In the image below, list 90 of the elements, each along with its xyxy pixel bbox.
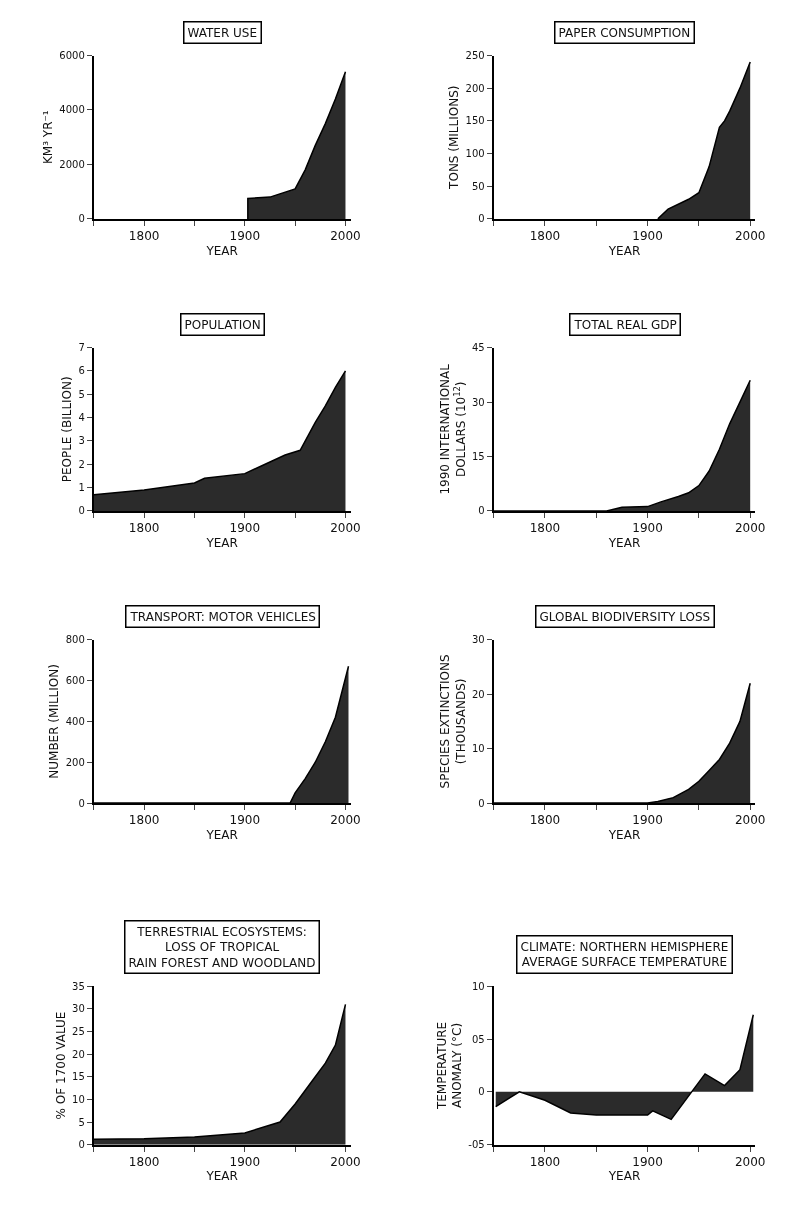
y-axis-title: % OF 1700 VALUE [53,1011,68,1120]
y-tick-label: 45 [471,342,485,354]
chart-title: PAPER CONSUMPTION [558,25,691,40]
chart-title: GLOBAL BIODIVERSITY LOSS [539,609,711,624]
y-tick-label: 30 [471,396,485,408]
y-tick-label: 400 [65,715,85,727]
y-tick-label: 20 [72,1048,85,1060]
y-tick-label: 4 [78,412,85,424]
x-tick-label: 2000 [734,229,766,244]
y-tick-label: 0 [478,505,485,517]
x-tick-label: 1900 [632,521,663,536]
x-tick-label: 2000 [734,813,766,828]
x-axis-title: YEAR [607,1169,641,1184]
y-tick-label: 15 [72,1071,85,1083]
y-tick-label: 0 [78,505,85,517]
chart-title: TOTAL REAL GDP [573,317,677,332]
y-tick-label: 0 [78,1139,85,1151]
y-tick-label: 6 [78,365,85,377]
x-tick-label: 2000 [330,813,361,828]
y-tick-label: 200 [465,82,485,94]
y-axis-title: KM³ YR⁻¹ [41,110,56,165]
y-axis-title: TEMPERATURE ANOMALY (°C) [434,1021,465,1111]
y-tick-label: 0 [478,213,485,225]
y-tick-label: 50 [471,180,485,192]
y-tick-label: 2000 [59,158,85,170]
x-tick-label: 2000 [330,1155,361,1170]
chart-title: WATER USE [187,25,258,40]
y-tick-label: 5 [78,1116,85,1128]
y-tick-label: 6000 [59,50,85,62]
y-tick-label: 3 [78,435,85,447]
y-tick-label: 600 [65,675,85,687]
x-tick-label: 1800 [128,813,160,828]
y-tick-label: 0 [78,213,85,225]
y-tick-label: 7 [78,342,85,354]
y-tick-label: 10 [471,743,485,755]
y-axis-title: NUMBER (MILLION) [47,664,62,779]
y-tick-label: 30 [471,634,485,646]
x-tick-label: 1800 [529,521,561,536]
y-tick-label: 200 [65,756,85,768]
x-axis-title: YEAR [205,1169,238,1184]
y-axis-title: SPECIES EXTINCTIONS (THOUSANDS) [438,654,468,789]
x-tick-label: 2000 [734,521,766,536]
y-tick-label: 1 [78,482,85,494]
y-axis-title: PEOPLE (BILLION) [60,376,75,483]
y-tick-label: 15 [471,451,485,463]
x-tick-label: 2000 [330,521,361,536]
x-tick-label: 1800 [529,1155,561,1170]
y-tick-label: 05 [471,1033,485,1045]
x-tick-label: 2000 [734,1155,766,1170]
x-axis-title: YEAR [205,243,238,258]
x-tick-label: 1900 [229,813,261,828]
x-tick-label: 2000 [330,229,361,244]
y-tick-label: 0 [78,797,85,809]
x-tick-label: 1900 [632,1155,663,1170]
chart-title: POPULATION [184,317,261,332]
chart-title: TERRESTRIAL ECOSYSTEMS: LOSS OF TROPICAL RAIN FOREST AND WOODLAND [128,924,316,970]
y-tick-label: 30 [72,1003,85,1015]
x-axis-title: YEAR [205,535,238,550]
x-tick-label: 1800 [529,813,561,828]
x-tick-label: 1900 [632,813,663,828]
y-tick-label: 0 [478,1086,485,1098]
x-tick-label: 1900 [229,521,261,536]
x-tick-label: 1800 [128,521,160,536]
x-tick-label: 1800 [529,229,561,244]
y-tick-label: 0 [478,797,485,809]
chart-title: TRANSPORT: MOTOR VEHICLES [129,609,316,624]
y-tick-label: -05 [468,1139,485,1151]
x-tick-label: 1800 [128,229,160,244]
y-tick-label: 25 [72,1026,85,1038]
y-tick-label: 800 [65,634,85,646]
x-axis-title: YEAR [205,827,238,842]
y-tick-label: 35 [72,980,85,992]
x-tick-label: 1800 [128,1155,160,1170]
x-tick-label: 1900 [229,1155,261,1170]
x-axis-title: YEAR [607,827,641,842]
y-tick-label: 10 [471,980,485,992]
x-tick-label: 1900 [632,229,663,244]
y-tick-label: 100 [465,148,485,160]
y-tick-label: 4000 [59,104,85,116]
x-axis-title: YEAR [607,535,641,550]
x-tick-label: 1900 [229,229,261,244]
y-tick-label: 2 [78,458,85,470]
chart-title: CLIMATE: NORTHERN HEMISPHERE AVERAGE SURFACE TEMPERATURE [520,939,729,970]
y-tick-label: 5 [78,388,85,400]
y-tick-label: 10 [72,1093,85,1105]
x-axis-title: YEAR [607,243,641,258]
y-tick-label: 250 [465,50,485,62]
y-axis-title: TONS (MILLIONS) [447,85,462,190]
y-tick-label: 150 [465,115,485,127]
y-tick-label: 20 [471,688,485,700]
